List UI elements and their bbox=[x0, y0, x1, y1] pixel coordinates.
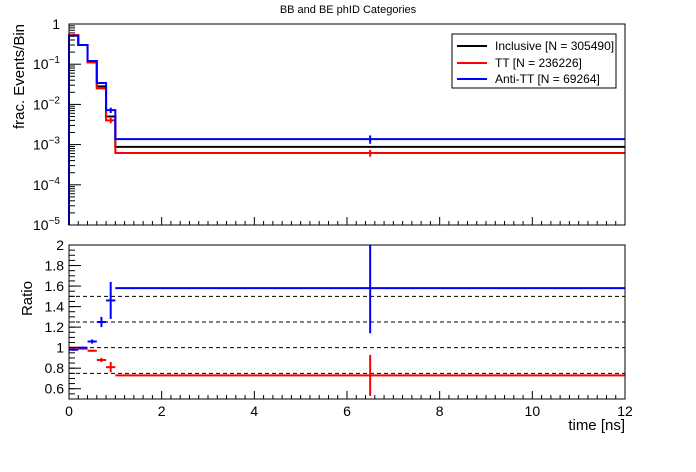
ratio-x-axis-label: time [ns] bbox=[568, 417, 625, 434]
ratio-plot-area bbox=[69, 245, 625, 396]
ratio-y-tick-label: 1.8 bbox=[45, 258, 65, 274]
ratio-panel: 0 2 4 6 8 10 12 0.6 0.8 1 1.2 1.4 1.6 1.8 2 Ratio time… bbox=[19, 237, 633, 434]
ratio-y-tick-label: 0.8 bbox=[45, 360, 65, 376]
ratio-y-axis-label: Ratio bbox=[19, 281, 36, 316]
legend-entry-inclusive: Inclusive [N = 305490] bbox=[457, 39, 614, 53]
legend-box bbox=[451, 33, 617, 89]
ratio-y-tick-label: 1.6 bbox=[45, 278, 65, 294]
top-y-axis-label: frac. Events/Bin bbox=[11, 24, 28, 129]
ratio-x-tick-label: 10 bbox=[525, 403, 541, 419]
top-y-tick-label: 1 bbox=[52, 16, 60, 32]
legend-label-tt: TT [N = 236226] bbox=[495, 56, 582, 70]
top-axes: 1 10−1 10−2 10−3 10−4 10−5 bbox=[33, 16, 626, 233]
legend-label-inclusive: Inclusive [N = 305490] bbox=[495, 39, 614, 53]
ratio-x-tick-label: 8 bbox=[436, 403, 444, 419]
top-y-tick-label: 10−2 bbox=[33, 95, 60, 112]
chart-title: BB and BE phID Categories bbox=[280, 4, 417, 16]
ratio-y-tick-label: 1.2 bbox=[45, 319, 65, 335]
top-plot-area bbox=[68, 34, 625, 225]
top-panel: 1 10−1 10−2 10−3 10−4 10−5 frac. Events/Bin bbox=[11, 16, 626, 233]
top-y-tick-label: 10−1 bbox=[33, 55, 60, 72]
ratio-x-tick-label: 0 bbox=[65, 403, 73, 419]
ratio-x-tick-label: 2 bbox=[158, 403, 166, 419]
ratio-y-tick-label: 2 bbox=[56, 237, 64, 253]
ratio-y-tick-label: 0.6 bbox=[45, 381, 65, 397]
ratio-x-tick-label: 4 bbox=[250, 403, 258, 419]
top-y-tick-label: 10−3 bbox=[33, 136, 60, 153]
top-y-tick-label: 10−4 bbox=[33, 176, 60, 193]
ratio-x-tick-label: 12 bbox=[617, 403, 633, 419]
ratio-y-tick-label: 1 bbox=[56, 340, 64, 356]
top-y-tick-label: 10−5 bbox=[33, 216, 60, 233]
ratio-x-tick-label: 6 bbox=[343, 403, 351, 419]
legend-entry-anti-tt: Anti-TT [N = 69264] bbox=[457, 72, 600, 86]
legend-entry-tt: TT [N = 236226] bbox=[457, 56, 582, 70]
legend-label-anti-tt: Anti-TT [N = 69264] bbox=[495, 72, 600, 86]
legend: Inclusive [N = 305490] TT [N = 236226] A… bbox=[451, 33, 617, 89]
histogram-anti-tt bbox=[68, 34, 625, 225]
ratio-axes: 0 2 4 6 8 10 12 0.6 0.8 1 1.2 1.4 1.6 1.8 2 bbox=[45, 237, 633, 419]
ratio-y-tick-label: 1.4 bbox=[45, 299, 65, 315]
